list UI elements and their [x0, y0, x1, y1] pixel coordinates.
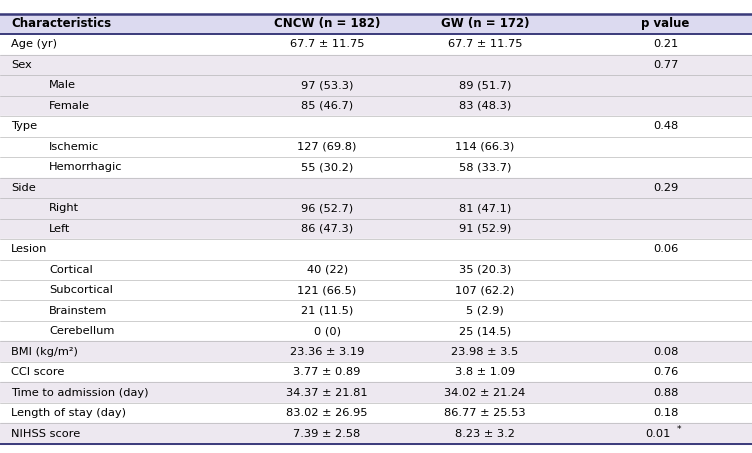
Text: 7.39 ± 2.58: 7.39 ± 2.58: [293, 429, 361, 439]
Text: 0.21: 0.21: [653, 39, 678, 49]
Text: 81 (47.1): 81 (47.1): [459, 203, 511, 213]
Text: 34.02 ± 21.24: 34.02 ± 21.24: [444, 388, 526, 398]
Text: 0.48: 0.48: [653, 121, 678, 131]
Text: 40 (22): 40 (22): [307, 265, 347, 275]
Text: 21 (11.5): 21 (11.5): [301, 306, 353, 316]
Text: 25 (14.5): 25 (14.5): [459, 326, 511, 336]
Text: Left: Left: [49, 224, 70, 234]
Text: 107 (62.2): 107 (62.2): [456, 285, 514, 295]
Text: 96 (52.7): 96 (52.7): [301, 203, 353, 213]
Text: Lesion: Lesion: [11, 244, 47, 254]
Text: 86.77 ± 25.53: 86.77 ± 25.53: [444, 408, 526, 418]
Text: 0.88: 0.88: [653, 388, 678, 398]
Text: 91 (52.9): 91 (52.9): [459, 224, 511, 234]
Text: 0.77: 0.77: [653, 60, 678, 70]
Bar: [0, 96, 752, 116]
Text: Sex: Sex: [11, 60, 32, 70]
Text: 86 (47.3): 86 (47.3): [301, 224, 353, 234]
Bar: [0, 136, 752, 157]
Text: 89 (51.7): 89 (51.7): [459, 80, 511, 90]
Text: 0 (0): 0 (0): [314, 326, 341, 336]
Text: 127 (69.8): 127 (69.8): [298, 142, 356, 152]
Text: Side: Side: [11, 183, 36, 193]
Text: Length of stay (day): Length of stay (day): [11, 408, 126, 418]
Text: Type: Type: [11, 121, 38, 131]
Bar: [0, 239, 752, 260]
Text: *: *: [677, 424, 681, 434]
Text: 85 (46.7): 85 (46.7): [301, 101, 353, 111]
Text: CNCW (n = 182): CNCW (n = 182): [274, 17, 381, 30]
Text: Ischemic: Ischemic: [49, 142, 99, 152]
Bar: [0, 300, 752, 321]
Text: p value: p value: [641, 17, 690, 30]
Text: 23.98 ± 3.5: 23.98 ± 3.5: [451, 347, 519, 357]
Text: 0.06: 0.06: [653, 244, 678, 254]
Text: 5 (2.9): 5 (2.9): [466, 306, 504, 316]
Text: Time to admission (day): Time to admission (day): [11, 388, 149, 398]
Text: 55 (30.2): 55 (30.2): [301, 162, 353, 172]
Bar: [0, 362, 752, 382]
Text: Cortical: Cortical: [49, 265, 92, 275]
Text: 0.76: 0.76: [653, 367, 678, 377]
Text: 114 (66.3): 114 (66.3): [456, 142, 514, 152]
Bar: [0, 260, 752, 280]
Bar: [0, 14, 752, 34]
Text: Male: Male: [49, 80, 76, 90]
Bar: [0, 116, 752, 136]
Bar: [0, 218, 752, 239]
Text: 0.29: 0.29: [653, 183, 678, 193]
Text: Right: Right: [49, 203, 79, 213]
Bar: [0, 403, 752, 424]
Text: 0.08: 0.08: [653, 347, 678, 357]
Bar: [0, 342, 752, 362]
Bar: [0, 34, 752, 54]
Text: CCI score: CCI score: [11, 367, 65, 377]
Bar: [0, 424, 752, 444]
Text: GW (n = 172): GW (n = 172): [441, 17, 529, 30]
Text: 121 (66.5): 121 (66.5): [298, 285, 356, 295]
Bar: [0, 198, 752, 218]
Text: 3.77 ± 0.89: 3.77 ± 0.89: [293, 367, 361, 377]
Bar: [0, 178, 752, 198]
Bar: [0, 75, 752, 96]
Text: Age (yr): Age (yr): [11, 39, 57, 49]
Bar: [0, 157, 752, 178]
Text: Female: Female: [49, 101, 90, 111]
Text: 97 (53.3): 97 (53.3): [301, 80, 353, 90]
Text: BMI (kg/m²): BMI (kg/m²): [11, 347, 78, 357]
Text: 34.37 ± 21.81: 34.37 ± 21.81: [287, 388, 368, 398]
Text: 67.7 ± 11.75: 67.7 ± 11.75: [447, 39, 523, 49]
Bar: [0, 321, 752, 342]
Text: Cerebellum: Cerebellum: [49, 326, 114, 336]
Text: 0.18: 0.18: [653, 408, 678, 418]
Text: 0.01: 0.01: [645, 429, 671, 439]
Text: 3.8 ± 1.09: 3.8 ± 1.09: [455, 367, 515, 377]
Text: Characteristics: Characteristics: [11, 17, 111, 30]
Bar: [0, 382, 752, 403]
Text: 8.23 ± 3.2: 8.23 ± 3.2: [455, 429, 515, 439]
Text: 83.02 ± 26.95: 83.02 ± 26.95: [287, 408, 368, 418]
Bar: [0, 54, 752, 75]
Text: 67.7 ± 11.75: 67.7 ± 11.75: [290, 39, 365, 49]
Text: NIHSS score: NIHSS score: [11, 429, 80, 439]
Bar: [0, 280, 752, 300]
Text: Brainstem: Brainstem: [49, 306, 107, 316]
Text: 83 (48.3): 83 (48.3): [459, 101, 511, 111]
Text: 23.36 ± 3.19: 23.36 ± 3.19: [290, 347, 364, 357]
Text: 58 (33.7): 58 (33.7): [459, 162, 511, 172]
Text: 35 (20.3): 35 (20.3): [459, 265, 511, 275]
Text: Subcortical: Subcortical: [49, 285, 113, 295]
Text: Hemorrhagic: Hemorrhagic: [49, 162, 123, 172]
